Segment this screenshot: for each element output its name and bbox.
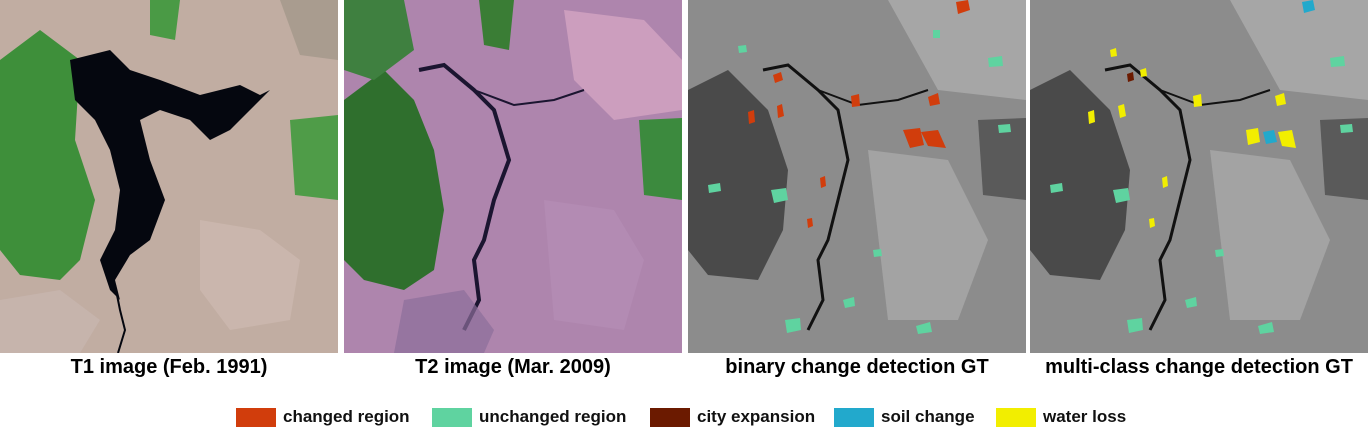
t1-image-caption: T1 image (Feb. 1991) [70, 356, 268, 378]
t1-satellite-image [0, 0, 338, 353]
binary-gt-caption: binary change detection GT [725, 356, 989, 378]
multiclass-gt-caption: multi-class change detection GT [1045, 356, 1353, 378]
legend-item-changed-region: changed region [236, 405, 410, 429]
t2-image-caption: T2 image (Mar. 2009) [415, 356, 611, 378]
binary-gt-panel [688, 0, 1026, 353]
t2-satellite-image [344, 0, 682, 353]
legend: changed region unchanged region city exp… [0, 405, 1368, 429]
legend-label-soil: soil change [881, 407, 975, 426]
multiclass-gt-map [1030, 0, 1368, 353]
t1-image-panel [0, 0, 338, 353]
multiclass-gt-panel [1030, 0, 1368, 353]
legend-item-water-loss: water loss [996, 405, 1126, 429]
legend-swatch-unchanged [432, 407, 472, 427]
legend-item-city-expansion: city expansion [650, 405, 815, 429]
legend-label-unchanged: unchanged region [479, 407, 627, 426]
legend-swatch-soil [834, 407, 874, 427]
legend-label-city: city expansion [697, 407, 816, 426]
binary-gt-map [688, 0, 1026, 353]
legend-swatch-changed [236, 407, 276, 427]
legend-item-soil-change: soil change [834, 405, 975, 429]
legend-label-changed: changed region [283, 407, 410, 426]
legend-label-water: water loss [1043, 407, 1127, 426]
legend-item-unchanged-region: unchanged region [432, 405, 626, 429]
legend-swatch-water [996, 407, 1036, 427]
legend-swatch-city [650, 407, 690, 427]
t2-image-panel [344, 0, 682, 353]
